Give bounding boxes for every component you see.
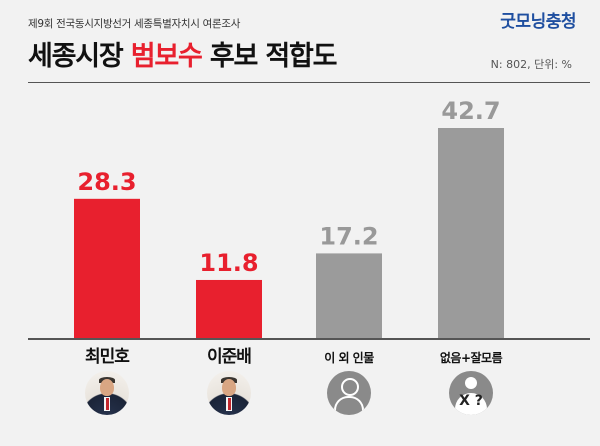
- brand-logo: 굿모닝충청: [500, 12, 576, 32]
- person-body-shape: [455, 393, 487, 415]
- person-head-shape: [465, 377, 477, 389]
- person-head-shape: [341, 378, 359, 396]
- tie-shape: [105, 398, 109, 410]
- sample-info: N: 802, 단위: %: [490, 58, 572, 71]
- baseline: [28, 338, 590, 340]
- category-label-3: 없음+잘모름: [440, 350, 503, 365]
- category-label-1: 이준배: [207, 347, 251, 367]
- value-label-1: 11.8: [199, 249, 258, 277]
- bar-0: [74, 198, 140, 338]
- candidate-photo-choi: [85, 371, 129, 415]
- value-label-0: 28.3: [77, 168, 136, 196]
- person-body-shape: [334, 396, 364, 415]
- value-label-3: 42.7: [441, 97, 500, 125]
- face-shape: [100, 379, 114, 396]
- survey-subtitle: 제9회 전국동시지방선거 세종특별자치시 여론조사: [28, 18, 241, 30]
- bar-2: [316, 253, 382, 338]
- category-label-2: 이 외 인물: [324, 350, 374, 365]
- title-accent: 범보수: [130, 41, 203, 72]
- value-label-2: 17.2: [319, 222, 378, 250]
- title-part-2: 후보 적합도: [201, 41, 338, 72]
- tie-shape: [227, 398, 231, 410]
- candidate-photo-lee: [207, 371, 251, 415]
- unknown-person-icon: X ?: [449, 371, 493, 415]
- unknown-mark: X ?: [459, 393, 483, 409]
- category-label-0: 최민호: [85, 347, 130, 367]
- bar-3: [438, 128, 504, 338]
- face-shape: [222, 379, 236, 396]
- title-part-1: 세종시장: [28, 41, 131, 72]
- chart-title: 세종시장 범보수 후보 적합도: [28, 34, 338, 73]
- person-outline-icon: [327, 371, 371, 415]
- header-divider: [28, 82, 590, 83]
- bar-1: [196, 279, 262, 338]
